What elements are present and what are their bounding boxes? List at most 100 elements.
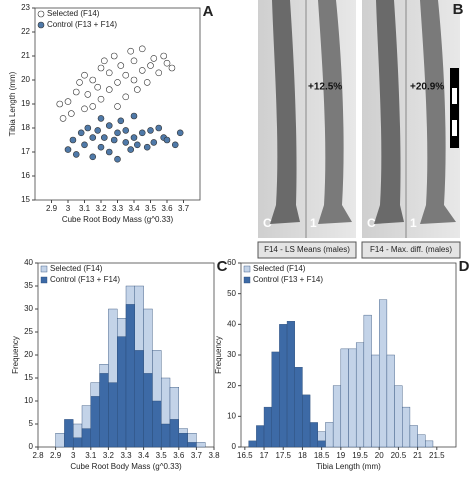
y-tick-label: 20 [24,350,33,359]
y-tick-label: 10 [227,411,236,420]
y-axis-label: Frequency [11,336,20,374]
legend-label: Selected (F14) [47,9,100,18]
bar [309,422,318,448]
legend-marker [40,276,48,284]
point [77,129,85,137]
x-tick-label: 16.5 [237,451,253,460]
point [122,139,130,146]
photo [362,0,460,238]
legend-marker [243,265,251,273]
bar [325,422,334,448]
point [89,153,97,161]
point [163,59,171,67]
bar [340,348,349,448]
x-tick-label: 3.4 [138,451,150,460]
point [105,148,113,156]
bar [72,437,83,448]
point [89,103,97,110]
x-axis-label: Tibia Length (mm) [316,462,381,471]
legend-label: Control (F13 + F14) [47,20,117,29]
chart: 0 10 20 30 40 50 60 16.5 17 17.5 18 18.5 19 19.5 20 20.… [214,258,469,471]
y-tick-label: 16 [21,171,30,180]
point [160,52,167,60]
point [117,62,125,69]
point [94,127,101,134]
point [72,151,80,158]
x-tick-label: 3.5 [145,204,157,213]
bar [386,354,395,448]
bar [271,351,280,448]
x-tick-label: 20 [375,451,384,460]
bar [134,350,144,448]
point [150,55,158,62]
y-tick-label: 60 [227,258,236,267]
point [138,67,146,74]
bar [152,400,162,448]
x-tick-label: 19 [336,451,345,460]
point [130,76,138,84]
point [101,134,108,141]
bar [402,406,411,448]
y-tick-label: 23 [21,3,30,12]
y-axis-label: Tibia Length (mm) [8,71,17,136]
chart: 0 5 10 15 20 25 30 35 40 2.8 2.9 3 3.1 3.2 3.3 3.4 3.5 3.… [11,258,227,471]
y-tick-label: 30 [24,304,33,313]
y-tick-label: 21 [21,51,30,60]
scale-bar [452,88,457,104]
bone-label: C [367,216,376,230]
point [84,124,92,132]
x-tick-label: 2.9 [50,451,62,460]
point [105,69,113,77]
legend-marker [37,21,45,29]
caption-box [257,241,357,259]
x-tick-label: 2.9 [46,204,58,213]
caption-box [361,241,461,259]
point [117,117,125,125]
legend-marker [40,265,48,273]
point [110,52,118,60]
point [171,141,179,149]
caption: F14 - LS Means (males) [264,245,350,254]
y-tick-label: 25 [24,327,33,336]
point [134,141,141,149]
legend-label: Selected (F14) [253,264,306,273]
bar [187,442,197,448]
point [56,100,64,108]
point [130,112,138,120]
point [84,91,92,98]
bar [81,428,92,448]
y-tick-label: 0 [29,442,34,451]
point [76,79,83,86]
x-tick-label: 3.3 [112,204,124,213]
y-tick-label: 5 [29,419,34,428]
point [134,86,141,93]
point [176,129,184,137]
point [72,88,80,96]
point [122,93,130,101]
legend-label: Control (F13 + F14) [253,275,323,284]
point [114,79,121,86]
bar [317,440,326,448]
bar [64,419,74,448]
x-tick-label: 3.7 [178,204,190,213]
bar [248,440,257,448]
point [143,79,151,86]
y-tick-label: 0 [232,442,237,451]
bar [294,367,303,448]
bar [425,440,434,448]
x-tick-label: 3.1 [79,204,91,213]
legend-label: Selected (F14) [50,264,103,273]
x-tick-label: 2.8 [32,451,44,460]
bar [90,396,100,448]
point [89,76,97,84]
bar [196,442,206,448]
y-tick-label: 18 [21,123,30,132]
point [127,146,134,153]
panel-letter: A [203,3,214,20]
point [105,86,113,93]
bar [379,299,388,448]
bar [355,342,365,448]
bar [263,406,272,448]
y-tick-label: 17 [21,147,30,156]
x-tick-label: 3.5 [156,451,168,460]
